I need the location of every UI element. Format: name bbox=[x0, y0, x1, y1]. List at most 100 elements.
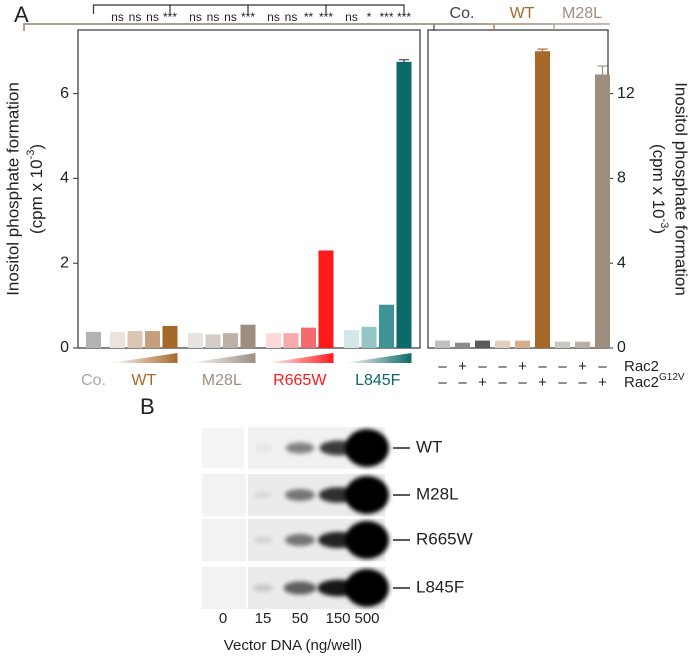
lane-label: 500 bbox=[354, 610, 379, 627]
condition-mark: – bbox=[578, 374, 587, 391]
condition-label: Rac2G12V bbox=[624, 372, 685, 391]
bar bbox=[515, 340, 530, 348]
bar bbox=[145, 331, 160, 348]
significance-label: *** bbox=[379, 10, 393, 24]
y-axis-title: Inositol phosphate formation bbox=[672, 82, 691, 296]
row-label: WT bbox=[416, 437, 442, 456]
bar bbox=[535, 51, 550, 348]
condition-mark: + bbox=[458, 358, 467, 375]
significance-label: ns bbox=[224, 10, 237, 24]
bar bbox=[223, 333, 238, 348]
gradient-wedge bbox=[266, 353, 334, 363]
significance-label: ns bbox=[285, 10, 298, 24]
gradient-wedge bbox=[110, 353, 178, 363]
y-tick-label: 0 bbox=[60, 339, 69, 356]
blot-strip bbox=[202, 567, 246, 609]
bar bbox=[495, 340, 510, 348]
lane-label: 50 bbox=[292, 610, 309, 627]
unit-exponent: -3 bbox=[25, 150, 37, 160]
blot-band bbox=[253, 491, 273, 499]
condition-mark: + bbox=[538, 374, 547, 391]
condition-mark: – bbox=[438, 374, 447, 391]
condition-mark: – bbox=[558, 374, 567, 391]
significance-label: * bbox=[367, 10, 372, 24]
group-label: M28L bbox=[202, 372, 242, 389]
plot-frame bbox=[77, 29, 421, 349]
bar bbox=[266, 333, 281, 348]
condition-label: Rac2 bbox=[624, 358, 659, 375]
blot-band bbox=[252, 584, 274, 592]
y-axis-label: Inositol phosphate formation(cpm x 10-3) bbox=[3, 82, 46, 296]
blot-strip bbox=[202, 474, 246, 516]
significance-label: *** bbox=[319, 10, 333, 24]
error-bar bbox=[537, 48, 548, 54]
panel-label: B bbox=[140, 394, 155, 419]
condition-mark: – bbox=[438, 358, 447, 375]
condition-mark: – bbox=[518, 374, 527, 391]
condition-mark: – bbox=[498, 358, 507, 375]
significance-label: ns bbox=[345, 10, 358, 24]
bar bbox=[188, 333, 203, 348]
y-tick-label: 2 bbox=[60, 254, 69, 271]
y2-tick-label: 4 bbox=[617, 254, 626, 271]
y2-tick-label: 12 bbox=[617, 85, 635, 102]
blot-band bbox=[283, 581, 317, 595]
unit-close: ) bbox=[27, 144, 46, 150]
lane-label: 15 bbox=[255, 610, 272, 627]
bar bbox=[301, 327, 316, 348]
bar bbox=[283, 333, 299, 348]
condition-mark: – bbox=[558, 358, 567, 375]
condition-mark: – bbox=[478, 358, 487, 375]
significance-label: ns bbox=[111, 10, 124, 24]
row-label: L845F bbox=[416, 577, 464, 596]
bar bbox=[344, 330, 359, 348]
group-label: M28L bbox=[562, 5, 602, 22]
bar bbox=[379, 304, 394, 348]
y-tick-label: 4 bbox=[60, 170, 69, 187]
bar bbox=[240, 324, 256, 348]
significance-label: ns bbox=[267, 10, 280, 24]
blot-band bbox=[285, 534, 315, 546]
significance-label: *** bbox=[241, 10, 255, 24]
y-axis-label: Inositol phosphate formation(cpm x 10-3) bbox=[649, 82, 691, 296]
y-axis-unit: (cpm x 10-3) bbox=[25, 144, 47, 234]
error-bar bbox=[399, 59, 409, 64]
bar bbox=[361, 326, 377, 348]
condition-name: Rac2 bbox=[624, 374, 659, 391]
significance-label: ns bbox=[189, 10, 202, 24]
condition-mark: – bbox=[458, 374, 467, 391]
condition-sup: G12V bbox=[659, 372, 685, 383]
bar bbox=[396, 61, 412, 349]
plot-frame bbox=[427, 29, 609, 349]
blot-strip bbox=[202, 428, 244, 468]
group-label: Co. bbox=[450, 5, 475, 22]
group-label: Co. bbox=[81, 372, 106, 389]
y-tick-label: 6 bbox=[60, 85, 69, 102]
group-label: L845F bbox=[355, 372, 401, 389]
bar bbox=[435, 340, 450, 348]
bar bbox=[205, 334, 221, 348]
blot-band bbox=[254, 444, 272, 452]
significance-label: *** bbox=[397, 10, 411, 24]
condition-mark: – bbox=[538, 358, 547, 375]
significance-label: *** bbox=[163, 10, 177, 24]
condition-mark: + bbox=[478, 374, 487, 391]
condition-mark: + bbox=[578, 358, 587, 375]
group-label: WT bbox=[131, 372, 156, 389]
unit-close: ) bbox=[649, 228, 668, 234]
bar bbox=[595, 74, 610, 349]
gradient-wedge bbox=[344, 353, 412, 363]
row-label: R665W bbox=[416, 529, 473, 548]
y2-tick-label: 0 bbox=[617, 339, 626, 356]
significance-label: ** bbox=[304, 10, 314, 24]
significance-label: ns bbox=[146, 10, 159, 24]
lane-label: 0 bbox=[219, 610, 227, 627]
group-bracket bbox=[23, 23, 610, 31]
x-axis-label: Vector DNA (ng/well) bbox=[224, 637, 362, 654]
lane-label: 150 bbox=[325, 610, 350, 627]
blot-band bbox=[253, 536, 273, 544]
significance-label: ns bbox=[207, 10, 220, 24]
blot-band bbox=[285, 489, 315, 501]
bar bbox=[455, 342, 470, 348]
